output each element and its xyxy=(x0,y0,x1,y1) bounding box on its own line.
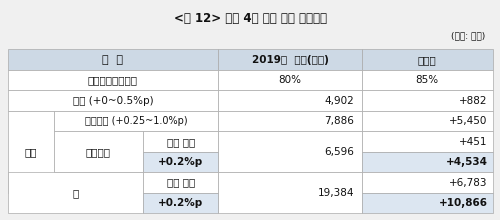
Bar xyxy=(362,193,492,213)
Text: 현행 유지: 현행 유지 xyxy=(167,137,195,147)
Bar xyxy=(144,172,218,193)
Bar xyxy=(218,111,362,131)
Text: 주택 (+0~0.5%p): 주택 (+0~0.5%p) xyxy=(72,96,154,106)
Text: +451: +451 xyxy=(459,137,488,147)
Text: 19,384: 19,384 xyxy=(318,188,354,198)
Bar xyxy=(54,131,144,172)
Bar xyxy=(8,70,218,90)
Text: +4,534: +4,534 xyxy=(446,157,488,167)
Text: 개편안: 개편안 xyxy=(418,55,436,65)
Bar xyxy=(218,131,362,172)
Bar xyxy=(8,111,54,193)
Text: 종합합산 (+0.25~1.0%p): 종합합산 (+0.25~1.0%p) xyxy=(84,116,188,126)
Text: 구  분: 구 분 xyxy=(102,55,124,65)
Bar xyxy=(362,111,492,131)
Text: 현행 유지: 현행 유지 xyxy=(167,178,195,188)
Text: 공정시장가액비율: 공정시장가액비율 xyxy=(88,75,138,85)
Text: 6,596: 6,596 xyxy=(324,147,354,157)
Bar xyxy=(54,111,218,131)
Text: +6,783: +6,783 xyxy=(449,178,488,188)
Bar xyxy=(218,90,362,111)
Text: 토지: 토지 xyxy=(24,147,37,157)
Text: +0.2%p: +0.2%p xyxy=(158,198,204,208)
Bar xyxy=(362,90,492,111)
Bar xyxy=(8,90,218,111)
Bar xyxy=(362,70,492,90)
Text: +882: +882 xyxy=(459,96,488,106)
Bar xyxy=(362,131,492,152)
Text: 7,886: 7,886 xyxy=(324,116,354,126)
Bar xyxy=(8,172,143,213)
Text: 계: 계 xyxy=(72,188,78,198)
Bar xyxy=(362,152,492,172)
Text: +5,450: +5,450 xyxy=(449,116,488,126)
Bar xyxy=(144,152,218,172)
Bar xyxy=(144,193,218,213)
Text: 2019년  세수(예상): 2019년 세수(예상) xyxy=(252,55,328,65)
Bar xyxy=(362,172,492,193)
Bar xyxy=(218,172,362,213)
Text: 80%: 80% xyxy=(278,75,301,85)
Bar xyxy=(218,70,362,90)
Text: (단위: 억원): (단위: 억원) xyxy=(451,32,485,41)
Bar xyxy=(144,131,218,152)
Bar xyxy=(218,50,362,70)
Text: 별도합산: 별도합산 xyxy=(86,147,111,157)
Bar xyxy=(362,50,492,70)
Text: +10,866: +10,866 xyxy=(438,198,488,208)
Text: +0.2%p: +0.2%p xyxy=(158,157,204,167)
Text: <표 12> 대안 4에 따른 따른 세수효과: <표 12> 대안 4에 따른 따른 세수효과 xyxy=(174,12,326,25)
Text: 4,902: 4,902 xyxy=(324,96,354,106)
Text: 85%: 85% xyxy=(416,75,438,85)
Bar xyxy=(8,50,218,70)
